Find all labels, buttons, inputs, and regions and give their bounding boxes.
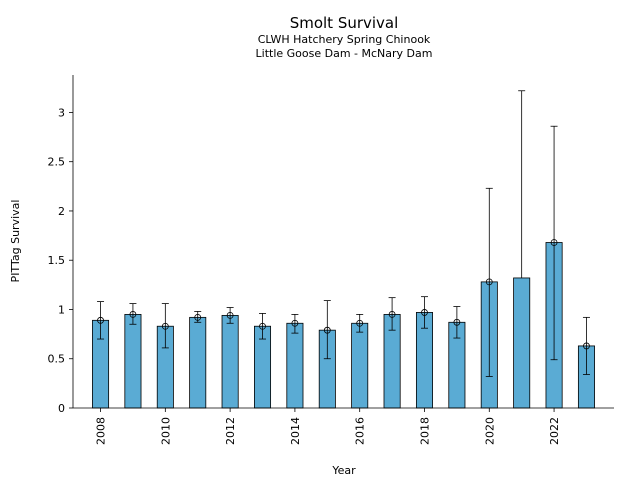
y-tick-label-2.5: 2.5 (48, 156, 66, 169)
point-marker-2016 (356, 319, 364, 327)
y-tick-label-1.5: 1.5 (48, 254, 66, 267)
bar-2009 (124, 314, 142, 409)
x-axis-label: Year (331, 464, 356, 477)
point-marker-2022 (550, 239, 558, 246)
x-tick-label-2012: 2012 (224, 417, 237, 445)
x-tick-label-2022: 2022 (548, 417, 561, 445)
error-bars-layer (97, 90, 590, 377)
y-tick-label-1: 1 (58, 303, 65, 316)
point-marker-2015 (323, 326, 331, 334)
x-tick-label-2018: 2018 (418, 417, 431, 445)
point-marker-2012 (226, 311, 234, 319)
x-tick-label-2008: 2008 (95, 417, 108, 445)
axes-layer: 0 0.5 1 1.5 2 2.5 3 2008 2010 2012 2014 2016 2018 202… (48, 75, 614, 445)
point-marker-2019 (453, 318, 461, 326)
x-tick-label-2016: 2016 (354, 417, 367, 445)
bar-2016 (351, 322, 369, 409)
y-tick-label-3: 3 (58, 106, 65, 119)
y-tick-label-0.5: 0.5 (48, 353, 66, 366)
point-marker-2009 (129, 311, 137, 318)
points-layer (97, 239, 590, 350)
point-marker-2014 (291, 319, 299, 327)
point-marker-2011 (194, 313, 202, 321)
y-axis-label: PITTag Survival (9, 200, 22, 283)
y-tick-label-0: 0 (58, 402, 65, 415)
point-marker-2023 (583, 342, 590, 350)
bar-2011 (189, 316, 207, 409)
x-tick-label-2020: 2020 (483, 417, 496, 445)
chart-subtitle-line-2: Little Goose Dam - McNary Dam (256, 47, 433, 60)
point-marker-2010 (161, 322, 169, 330)
point-marker-2020 (485, 278, 493, 286)
x-tick-label-2014: 2014 (289, 417, 302, 445)
bars-layer (92, 242, 595, 409)
point-marker-2018 (421, 309, 428, 316)
chart-title: Smolt Survival (290, 14, 399, 32)
point-marker-2008 (97, 316, 104, 324)
point-marker-2017 (388, 311, 396, 318)
bar-2012 (221, 314, 239, 409)
x-tick-label-2010: 2010 (159, 417, 172, 445)
point-marker-2013 (259, 322, 266, 330)
bar-2014 (286, 322, 304, 409)
y-tick-label-2: 2 (58, 205, 65, 218)
chart-subtitle-line-1: CLWH Hatchery Spring Chinook (258, 33, 431, 46)
bar-2021 (513, 277, 531, 409)
